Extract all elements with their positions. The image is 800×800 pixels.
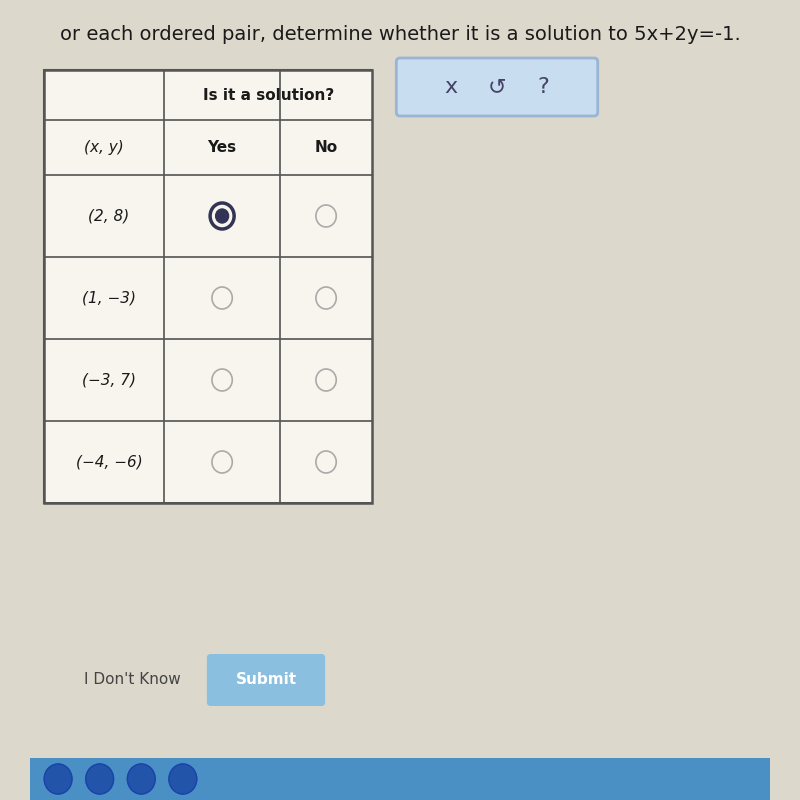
Bar xyxy=(165,422,279,502)
Text: or each ordered pair, determine whether it is a solution to 5x+2y=-1.: or each ordered pair, determine whether … xyxy=(60,25,740,44)
Bar xyxy=(281,258,372,338)
Text: (−4, −6): (−4, −6) xyxy=(75,454,142,470)
Bar xyxy=(165,340,279,420)
Text: No: No xyxy=(314,140,338,155)
Bar xyxy=(281,340,372,420)
Circle shape xyxy=(169,764,197,794)
Bar xyxy=(165,258,279,338)
Bar xyxy=(165,121,279,174)
Bar xyxy=(45,121,164,174)
Text: x: x xyxy=(444,77,458,97)
Bar xyxy=(30,758,770,800)
Circle shape xyxy=(86,764,114,794)
Text: ↺: ↺ xyxy=(488,77,506,97)
Bar xyxy=(281,176,372,256)
Text: ?: ? xyxy=(538,77,549,97)
Bar xyxy=(281,121,372,174)
Text: (−3, 7): (−3, 7) xyxy=(82,373,136,387)
Bar xyxy=(44,70,372,503)
FancyBboxPatch shape xyxy=(207,654,325,706)
Bar xyxy=(45,70,164,119)
Bar xyxy=(45,340,164,420)
Circle shape xyxy=(127,764,155,794)
Circle shape xyxy=(44,764,72,794)
Text: Is it a solution?: Is it a solution? xyxy=(202,87,334,102)
Text: (1, −3): (1, −3) xyxy=(82,290,136,306)
Circle shape xyxy=(216,209,229,223)
Bar xyxy=(44,70,372,503)
Bar xyxy=(45,258,164,338)
Bar xyxy=(45,176,164,256)
Text: (x, y): (x, y) xyxy=(85,140,124,155)
Bar xyxy=(165,70,279,119)
Bar xyxy=(281,422,372,502)
Bar xyxy=(45,422,164,502)
Bar xyxy=(281,70,372,119)
FancyBboxPatch shape xyxy=(396,58,598,116)
Text: Submit: Submit xyxy=(235,673,297,687)
Text: (2, 8): (2, 8) xyxy=(88,209,130,223)
Text: I Don't Know: I Don't Know xyxy=(84,673,180,687)
Bar xyxy=(165,176,279,256)
Text: Yes: Yes xyxy=(207,140,237,155)
